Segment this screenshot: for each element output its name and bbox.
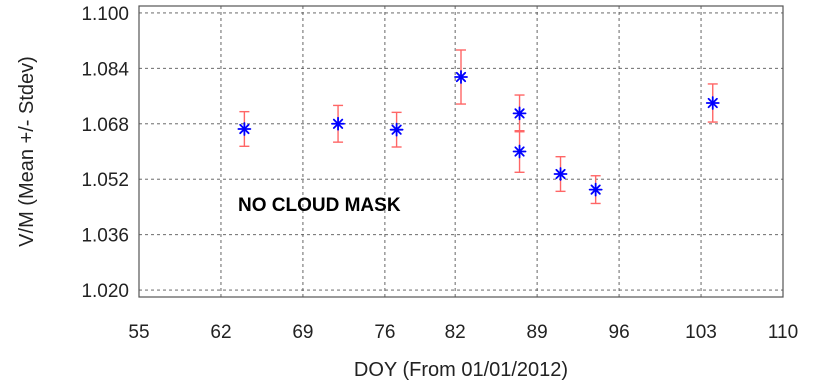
y-tick-label: 1.100: [81, 4, 129, 25]
asterisk-marker: [512, 106, 527, 121]
data-point: [705, 83, 720, 123]
y-tick-label: 1.036: [81, 226, 129, 247]
marker-stroke: [455, 71, 467, 83]
annotation-no-cloud-mask: NO CLOUD MASK: [238, 195, 401, 216]
data-points: [237, 49, 720, 205]
marker-stroke: [391, 124, 402, 135]
marker-stroke: [555, 168, 566, 180]
marker-stroke: [332, 118, 344, 129]
marker-stroke: [707, 97, 718, 109]
marker-stroke: [239, 123, 250, 135]
x-tick-labels: 55 62 69 76 82 89 96 103 110: [128, 322, 798, 343]
data-point: [512, 94, 527, 133]
x-tick-label: 76: [374, 322, 395, 343]
x-tick-label: 62: [210, 322, 231, 343]
y-tick-label: 1.084: [81, 59, 129, 80]
y-axis-label: V/M (Mean +/- Stdev): [16, 56, 38, 247]
asterisk-marker: [705, 96, 720, 110]
x-tick-label: 82: [445, 322, 466, 343]
asterisk-marker: [389, 122, 404, 137]
y-tick-labels: 1.020 1.036 1.052 1.068 1.084 1.100: [81, 4, 129, 302]
y-tick-label: 1.052: [81, 170, 129, 191]
y-tick-label: 1.020: [81, 281, 129, 302]
marker-stroke: [514, 108, 525, 119]
asterisk-marker: [237, 122, 252, 136]
asterisk-marker: [553, 167, 568, 181]
x-tick-label: 89: [527, 322, 548, 343]
data-point: [237, 110, 252, 148]
data-point: [553, 155, 568, 193]
x-tick-label: 96: [609, 322, 630, 343]
x-tick-label: 110: [768, 322, 798, 343]
asterisk-marker: [512, 144, 527, 159]
y-tick-label: 1.068: [81, 115, 129, 136]
x-tick-label: 103: [685, 322, 717, 343]
x-tick-label: 55: [128, 322, 149, 343]
marker-stroke: [590, 184, 601, 195]
data-point: [512, 130, 527, 173]
asterisk-marker: [588, 182, 603, 197]
x-tick-label: 69: [292, 322, 313, 343]
data-point: [389, 111, 404, 148]
plot-frame: [138, 5, 784, 298]
x-axis-label: DOY (From 01/01/2012): [354, 359, 568, 381]
data-point: [588, 175, 603, 205]
marker-stroke: [514, 146, 525, 157]
data-point: [454, 49, 468, 105]
data-point: [331, 104, 345, 143]
asterisk-marker: [454, 70, 468, 84]
asterisk-marker: [331, 116, 345, 131]
